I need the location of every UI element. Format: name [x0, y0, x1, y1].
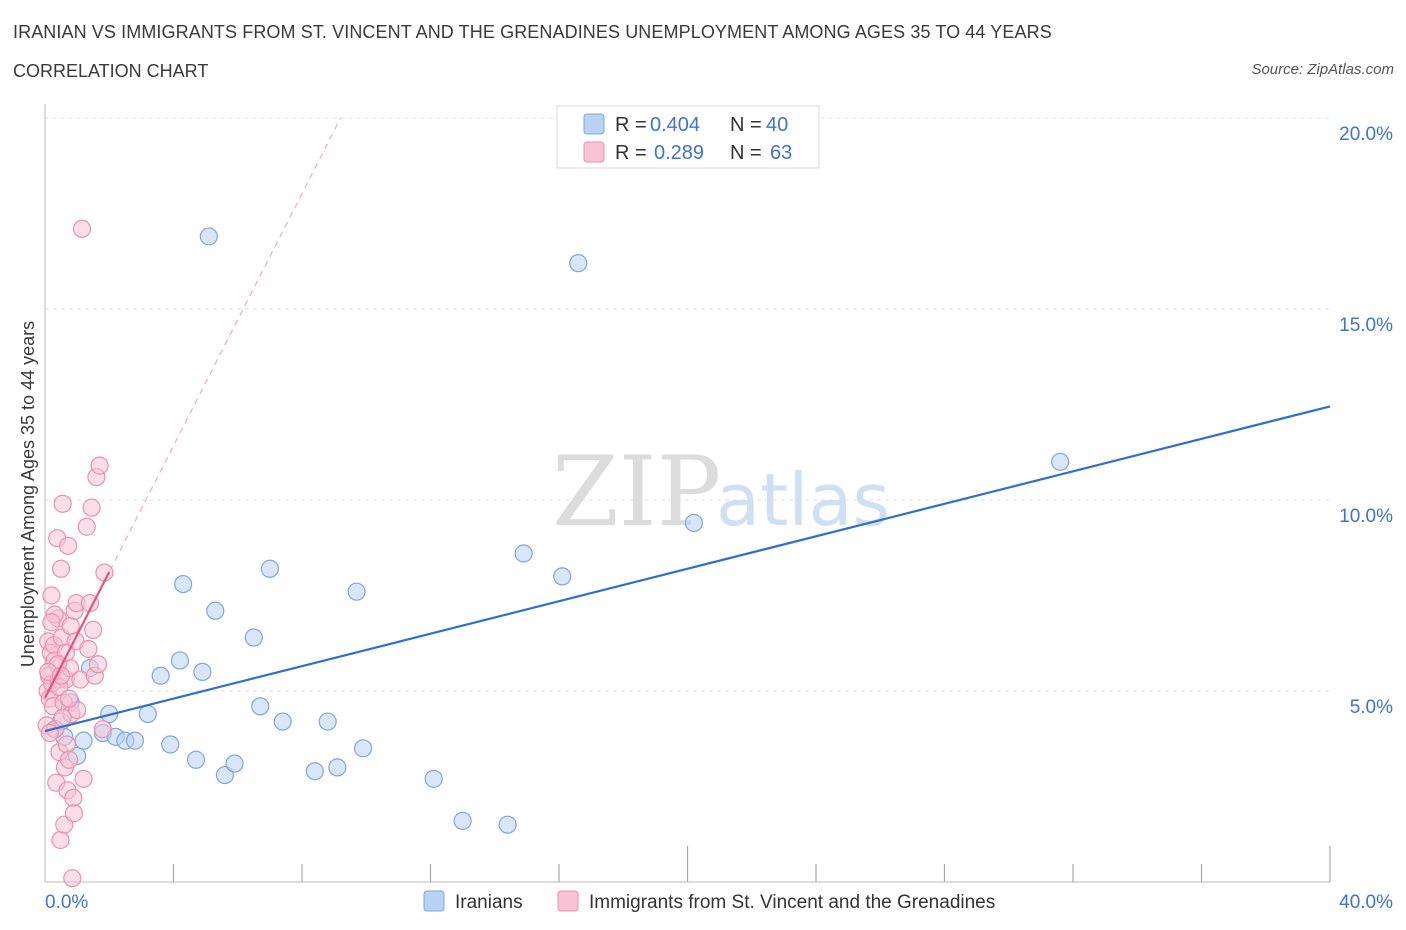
data-points — [37, 219, 1331, 888]
legend-r-label-pink: R = — [615, 142, 647, 164]
point-immigrants-6 — [42, 586, 61, 605]
point-immigrants-30 — [61, 616, 80, 636]
point-iranians-23 — [244, 628, 263, 647]
point-immigrants-27 — [59, 536, 78, 555]
point-iranians-36 — [553, 567, 572, 586]
legend-item-swatch-immigrants — [557, 890, 579, 912]
point-iranians-19 — [199, 227, 218, 246]
point-immigrants-28 — [59, 750, 79, 769]
point-immigrants-33 — [64, 788, 83, 808]
legend-n-value-pink: 63 — [770, 142, 792, 164]
point-iranians-24 — [251, 697, 270, 716]
point-iranians-5 — [74, 731, 93, 750]
legend-r-value-pink: 0.289 — [654, 142, 704, 164]
chart-title: IRANIAN VS IMMIGRANTS FROM ST. VINCENT A… — [13, 22, 1052, 42]
point-iranians-33 — [453, 811, 472, 830]
chart-subtitle: CORRELATION CHART — [13, 61, 209, 81]
point-iranians-32 — [424, 769, 443, 788]
point-immigrants-50 — [90, 456, 109, 475]
point-iranians-12 — [138, 704, 157, 724]
trend-line-iranians — [44, 405, 1331, 733]
point-iranians-39 — [1051, 452, 1070, 471]
source-credit: Source: ZipAtlas.com — [1251, 61, 1394, 78]
point-iranians-14 — [161, 735, 180, 754]
point-iranians-37 — [569, 254, 588, 273]
point-immigrants-42 — [77, 517, 96, 536]
point-iranians-26 — [273, 712, 292, 731]
legend-r-label-blue: R = — [615, 114, 647, 136]
legend-n-label-pink: N = — [730, 142, 762, 164]
point-iranians-22 — [225, 754, 244, 773]
point-immigrants-60 — [59, 689, 79, 708]
point-immigrants-55 — [53, 708, 72, 727]
point-immigrants-18 — [51, 559, 71, 578]
trend-line-immigrants-extended — [44, 117, 342, 699]
x-tick-label-max: 40.0% — [1339, 892, 1393, 913]
point-iranians-25 — [260, 559, 279, 578]
point-immigrants-58 — [42, 613, 61, 632]
point-iranians-28 — [318, 712, 337, 731]
point-iranians-35 — [514, 544, 533, 563]
grid-lines — [45, 117, 1330, 692]
point-immigrants-17 — [51, 830, 70, 850]
point-iranians-38 — [684, 513, 704, 533]
point-iranians-17 — [186, 750, 206, 769]
point-immigrants-53 — [40, 723, 59, 743]
point-immigrants-40 — [72, 219, 92, 238]
point-immigrants-45 — [82, 498, 101, 517]
legend-n-value-blue: 40 — [766, 114, 788, 136]
point-iranians-29 — [328, 758, 347, 777]
point-immigrants-34 — [64, 804, 84, 823]
point-iranians-16 — [174, 574, 193, 594]
x-axis-ticks — [172, 846, 1331, 882]
point-immigrants-49 — [88, 655, 108, 674]
legend-n-label-blue: N = — [730, 114, 762, 136]
y-tick-label-2: 15.0% — [1339, 315, 1393, 336]
y-tick-label-3: 20.0% — [1339, 124, 1393, 145]
legend-item-iranians: Iranians — [455, 892, 523, 913]
point-iranians-34 — [498, 815, 517, 834]
point-iranians-20 — [206, 601, 225, 620]
point-iranians-18 — [193, 662, 212, 682]
point-iranians-11 — [125, 731, 145, 750]
point-immigrants-25 — [57, 735, 76, 754]
y-tick-label-0: 5.0% — [1350, 697, 1393, 718]
point-immigrants-51 — [93, 720, 112, 739]
trend-line-immigrants — [44, 571, 111, 699]
trend-lines — [44, 117, 342, 699]
y-axis-label: Unemployment Among Ages 35 to 44 years — [18, 321, 38, 667]
legend-swatch-pink — [583, 141, 605, 163]
point-immigrants-46 — [84, 620, 103, 639]
point-immigrants-41 — [74, 769, 93, 788]
y-tick-label-1: 10.0% — [1339, 506, 1393, 527]
y-axis-tick-labels: 5.0% 10.0% 15.0% 20.0% — [1339, 124, 1393, 718]
legend-r-value-blue: 0.404 — [650, 114, 700, 136]
correlation-legend: R = 0.404 N = 40 R = 0.289 N = 63 — [556, 105, 820, 169]
legend-item-swatch-iranians — [423, 890, 445, 912]
series-legend: Iranians Immigrants from St. Vincent and… — [423, 890, 995, 913]
x-tick-label-min: 0.0% — [45, 892, 88, 913]
point-immigrants-20 — [53, 494, 72, 513]
legend-swatch-blue — [583, 113, 605, 135]
point-immigrants-43 — [79, 639, 98, 659]
point-immigrants-32 — [63, 869, 82, 888]
point-iranians-13 — [151, 666, 170, 685]
point-iranians-31 — [353, 739, 373, 758]
point-iranians-30 — [347, 582, 366, 601]
point-iranians-27 — [305, 762, 324, 781]
legend-item-immigrants: Immigrants from St. Vincent and the Gren… — [589, 892, 995, 913]
point-immigrants-52 — [95, 563, 114, 582]
point-iranians-15 — [170, 651, 190, 670]
